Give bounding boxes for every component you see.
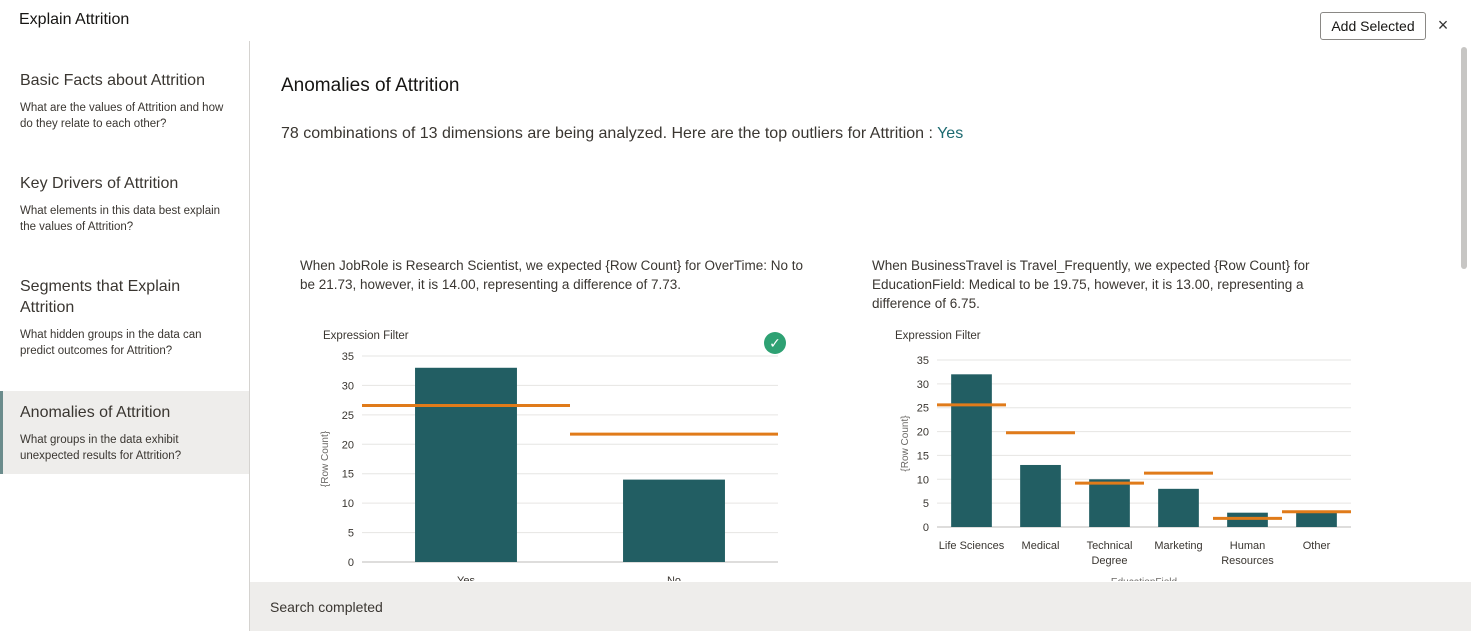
chart-2-title: Expression Filter (895, 330, 981, 342)
y-tick-label: 0 (923, 522, 929, 534)
y-tick-label: 10 (917, 474, 929, 486)
bar (415, 367, 517, 562)
selected-check-icon[interactable]: ✓ (764, 332, 786, 354)
x-tick-label: Marketing (1154, 540, 1202, 552)
y-tick-label: 5 (348, 528, 354, 540)
sidebar-item-title: Basic Facts about Attrition (20, 72, 205, 89)
bar (951, 374, 992, 527)
dialog-header: Explain Attrition Add Selected × (0, 0, 1471, 41)
dialog-title: Explain Attrition (19, 11, 130, 28)
bar (623, 479, 725, 562)
page-title: Anomalies of Attrition (281, 75, 460, 96)
close-icon[interactable]: × (1437, 15, 1449, 35)
anomaly-2-description: When BusinessTravel is Travel_Frequently… (872, 258, 1310, 311)
status-bar: Search completed (250, 582, 1471, 631)
x-tick-label: Degree (1091, 555, 1127, 567)
y-tick-label: 25 (917, 403, 929, 415)
x-axis-label: EducationField (1111, 577, 1177, 581)
sidebar-item-anomalies[interactable]: Anomalies of Attrition What groups in th… (0, 391, 249, 474)
y-tick-label: 15 (917, 450, 929, 462)
attrition-value-link[interactable]: Yes (937, 125, 964, 142)
sidebar-item-desc: What hidden groups in the data can predi… (20, 329, 202, 357)
y-tick-label: 30 (342, 380, 354, 392)
x-tick-label: No (667, 575, 681, 581)
y-tick-label: 10 (342, 498, 354, 510)
bar (1296, 512, 1337, 527)
x-tick-label: Life Sciences (939, 540, 1005, 552)
y-tick-label: 30 (917, 379, 929, 391)
sidebar-item-desc: What elements in this data best explain … (20, 205, 221, 233)
y-tick-label: 20 (342, 439, 354, 451)
x-tick-label: Resources (1221, 555, 1274, 567)
bar (1158, 488, 1199, 527)
sidebar-item-basic-facts[interactable]: Basic Facts about Attrition What are the… (0, 59, 249, 139)
sidebar-item-desc: What groups in the data exhibit unexpect… (20, 434, 182, 462)
chart-2[interactable]: {Row Count} 0 5 10 15 20 25 30 35 Life Sciences Me… (890, 346, 1360, 581)
x-tick-label: Yes (457, 575, 475, 581)
y-tick-label: 35 (917, 355, 929, 367)
bar (1020, 464, 1061, 527)
y-tick-label: 20 (917, 427, 929, 439)
sidebar-item-segments[interactable]: Segments that Explain Attrition What hid… (0, 265, 249, 365)
y-tick-label: 35 (342, 351, 354, 363)
x-tick-label: Medical (1022, 540, 1060, 552)
status-text: Search completed (270, 599, 383, 615)
chart-1-title: Expression Filter (323, 330, 409, 342)
anomaly-1-description: When JobRole is Research Scientist, we e… (300, 258, 803, 292)
add-selected-button[interactable]: Add Selected (1320, 12, 1426, 40)
x-tick-label: Human (1230, 540, 1265, 552)
summary-text: 78 combinations of 13 dimensions are bei… (281, 125, 963, 143)
sidebar-item-desc: What are the values of Attrition and how… (20, 102, 224, 130)
sidebar: Basic Facts about Attrition What are the… (0, 41, 250, 631)
y-tick-label: 25 (342, 410, 354, 422)
sidebar-item-title: Key Drivers of Attrition (20, 175, 179, 192)
x-tick-label: Other (1303, 540, 1331, 552)
chart-1[interactable]: {Row Count} 0 5 10 15 20 25 30 35 Yes No (310, 346, 790, 581)
main-content: Anomalies of Attrition 78 combinations o… (250, 41, 1458, 581)
sidebar-item-key-drivers[interactable]: Key Drivers of Attrition What elements i… (0, 162, 249, 242)
y-axis-label: {Row Count} (900, 415, 911, 472)
y-axis-label: {Row Count} (320, 430, 331, 487)
y-tick-label: 5 (923, 498, 929, 510)
y-tick-label: 15 (342, 469, 354, 481)
summary-prefix: 78 combinations of 13 dimensions are bei… (281, 125, 938, 142)
bar (1089, 479, 1130, 527)
scrollbar-thumb[interactable] (1461, 47, 1467, 269)
sidebar-item-title: Segments that Explain Attrition (20, 278, 181, 316)
y-tick-label: 0 (348, 557, 354, 569)
x-tick-label: Technical (1087, 540, 1133, 552)
sidebar-item-title: Anomalies of Attrition (20, 404, 171, 421)
